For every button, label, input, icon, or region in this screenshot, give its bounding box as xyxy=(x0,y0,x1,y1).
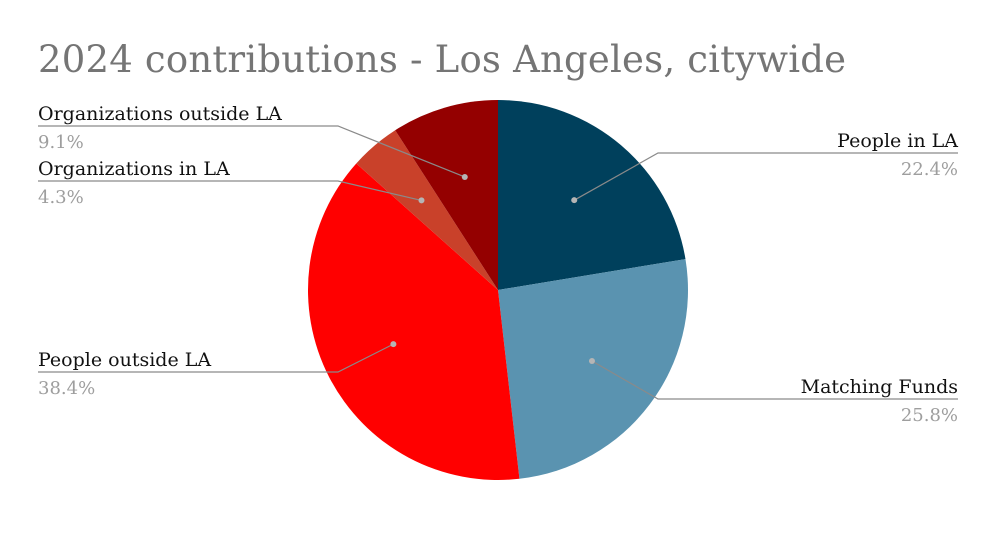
slice-label-organizations-in-la: Organizations in LA xyxy=(38,158,230,180)
slice-percent-organizations-outside-la: 9.1% xyxy=(38,132,84,153)
slice-percent-people-in-la: 22.4% xyxy=(901,159,958,180)
pie-slice-organizations-outside-la xyxy=(395,100,498,290)
slice-label-people-outside-la: People outside LA xyxy=(38,349,211,371)
leader-line-organizations-outside-la xyxy=(38,125,466,178)
leaders-layer xyxy=(38,125,958,400)
slice-label-organizations-outside-la: Organizations outside LA xyxy=(38,103,282,125)
pie-slice-people-in-la xyxy=(498,100,686,290)
leader-line-matching-funds xyxy=(591,360,958,400)
slice-percent-people-outside-la: 38.4% xyxy=(38,378,95,399)
leader-line-organizations-in-la xyxy=(38,180,422,202)
chart-title: 2024 contributions - Los Angeles, citywi… xyxy=(38,38,847,81)
pie-slice-organizations-in-la xyxy=(356,130,498,290)
leader-line-people-in-la xyxy=(573,152,958,201)
leader-dot-organizations-outside-la xyxy=(461,173,468,180)
slice-percent-matching-funds: 25.8% xyxy=(901,405,958,426)
slice-percent-organizations-in-la: 4.3% xyxy=(38,187,84,208)
leader-dot-people-outside-la xyxy=(390,341,397,348)
labels-layer: People in LA 22.4% Matching Funds 25.8% Peop… xyxy=(38,103,958,426)
leader-dot-people-in-la xyxy=(571,197,578,204)
slice-label-matching-funds: Matching Funds xyxy=(801,376,958,398)
pie-slice-matching-funds xyxy=(498,259,689,479)
slices-layer xyxy=(308,100,689,481)
slice-label-people-in-la: People in LA xyxy=(837,130,958,152)
pie-slice-people-outside-la xyxy=(308,163,520,481)
leader-dot-organizations-in-la xyxy=(418,197,425,204)
leader-line-people-outside-la xyxy=(38,343,394,373)
leader-dot-matching-funds xyxy=(588,358,595,365)
